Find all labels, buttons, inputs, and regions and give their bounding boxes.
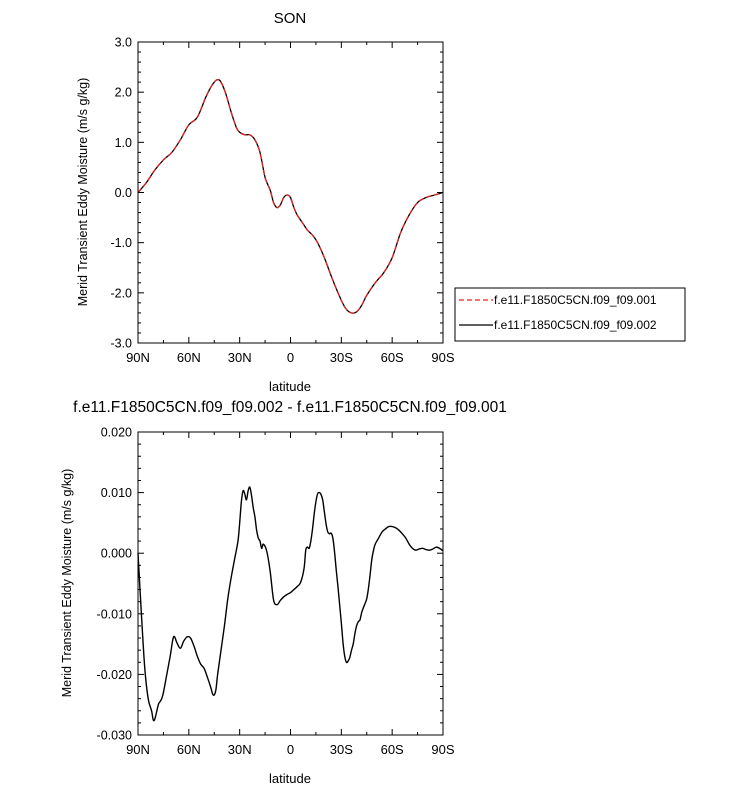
- x-tick-label: 90S: [431, 350, 454, 365]
- y-tick-label: -0.030: [97, 729, 132, 743]
- y-tick-label: 3.0: [115, 36, 132, 50]
- top-y-axis-label: Merid Transient Eddy Moisture (m/s g/kg): [76, 78, 90, 307]
- y-tick-label: 0.0: [115, 186, 132, 200]
- legend-label-002: f.e11.F1850C5CN.f09_f09.002: [494, 318, 657, 332]
- x-tick-label: 30S: [330, 350, 353, 365]
- bottom-panel: f.e11.F1850C5CN.f09_f09.002 - f.e11.F185…: [60, 399, 507, 786]
- x-tick-label: 60S: [381, 350, 404, 365]
- bottom-chart-title: f.e11.F1850C5CN.f09_f09.002 - f.e11.F185…: [73, 399, 507, 416]
- legend-label-001: f.e11.F1850C5CN.f09_f09.001: [494, 293, 657, 307]
- top-panel: SON 90N 60N 30N 0 30S 60S 90S -3.0 -2.0 -1.0 0.0 1.…: [76, 10, 686, 394]
- difference-line: [137, 486, 444, 722]
- x-tick-label: 30N: [228, 742, 252, 757]
- bottom-y-axis-label: Merid Transient Eddy Moisture (m/s g/kg): [60, 469, 74, 698]
- bottom-x-axis-label: latitude: [269, 771, 311, 786]
- top-axis-ticks: 90N 60N 30N 0 30S 60S 90S -3.0 -2.0 -1.0 0.0 1.0 2.0…: [110, 36, 454, 366]
- y-tick-label: -1.0: [110, 236, 132, 250]
- top-chart-title: SON: [274, 10, 307, 27]
- bottom-plot-frame: [137, 431, 444, 736]
- y-tick-label: 0.000: [101, 547, 132, 561]
- series-line-001: [137, 78, 444, 314]
- y-tick-label: 1.0: [115, 136, 132, 150]
- x-tick-label: 90S: [431, 742, 454, 757]
- x-tick-label: 90N: [126, 350, 150, 365]
- legend: f.e11.F1850C5CN.f09_f09.001 f.e11.F1850C…: [454, 287, 686, 342]
- y-tick-label: -0.020: [97, 668, 132, 682]
- y-tick-label: -2.0: [110, 286, 132, 300]
- legend-box: [454, 287, 686, 342]
- top-x-axis-label: latitude: [269, 379, 311, 394]
- x-tick-label: 60N: [177, 742, 201, 757]
- y-tick-label: -3.0: [110, 337, 132, 351]
- x-tick-label: 60N: [177, 350, 201, 365]
- x-tick-label: 90N: [126, 742, 150, 757]
- y-tick-label: 2.0: [115, 86, 132, 100]
- x-tick-label: 30S: [330, 742, 353, 757]
- x-tick-label: 0: [287, 742, 294, 757]
- bottom-axis-ticks: 90N 60N 30N 0 30S 60S 90S -0.030 -0.020 -0.010 0.0…: [97, 426, 455, 758]
- x-tick-label: 0: [287, 350, 294, 365]
- y-tick-label: 0.020: [101, 426, 132, 440]
- y-tick-label: 0.010: [101, 486, 132, 500]
- x-tick-label: 60S: [381, 742, 404, 757]
- top-plot-frame: [137, 41, 444, 344]
- y-tick-label: -0.010: [97, 607, 132, 621]
- x-tick-label: 30N: [228, 350, 252, 365]
